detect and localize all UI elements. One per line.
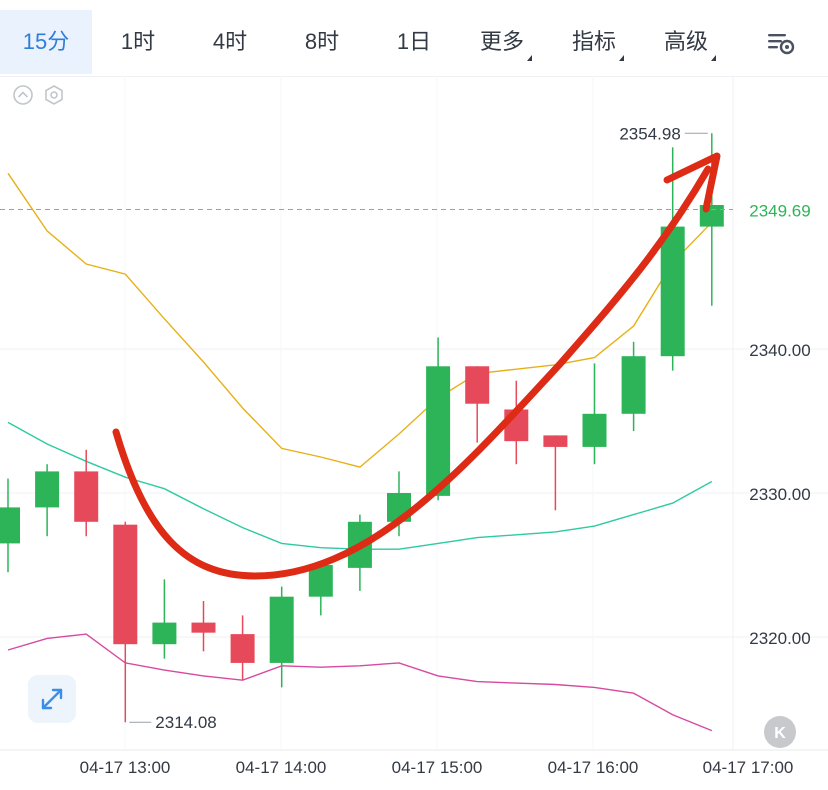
y-tick-label: 2340.00 bbox=[749, 341, 810, 360]
current-price-tag-bg bbox=[736, 194, 824, 225]
candle-body bbox=[308, 565, 333, 597]
candle[interactable] bbox=[0, 478, 20, 573]
candle[interactable] bbox=[543, 435, 568, 511]
expand-arrows-icon bbox=[41, 688, 63, 710]
candle[interactable] bbox=[621, 341, 646, 432]
candle[interactable] bbox=[269, 586, 294, 688]
x-tick-label: 04-17 17:00 bbox=[703, 758, 794, 777]
x-tick-label: 04-17 16:00 bbox=[548, 758, 639, 777]
candle-body bbox=[621, 356, 646, 414]
dropdown-caret-icon bbox=[619, 55, 624, 61]
timeframe-tab-label: 15分 bbox=[22, 29, 70, 54]
timeframe-tab-label: 8时 bbox=[304, 29, 340, 54]
chart-settings-button[interactable] bbox=[764, 26, 798, 60]
indicator-mini-icons bbox=[12, 84, 72, 106]
x-tick-label: 04-17 15:00 bbox=[392, 758, 483, 777]
candle-body bbox=[660, 226, 685, 357]
candle-body bbox=[113, 524, 138, 645]
timeframe-tab[interactable]: 高级 bbox=[644, 10, 736, 74]
candle[interactable] bbox=[74, 449, 99, 537]
x-tick-label: 04-17 13:00 bbox=[80, 758, 171, 777]
candle-body bbox=[543, 435, 568, 447]
timeframe-toolbar: 15分 1时 4时 8时 1日 更多 指标 高级 bbox=[0, 0, 828, 77]
timeframe-tab[interactable]: 1日 bbox=[368, 10, 460, 74]
candle-body bbox=[35, 471, 60, 508]
trend-arrow-annotation bbox=[112, 152, 721, 580]
current-price-label: 2349.69 bbox=[749, 201, 810, 220]
min-price-label: 2314.08 bbox=[155, 713, 216, 732]
timeframe-tab[interactable]: 1时 bbox=[92, 10, 184, 74]
candle[interactable] bbox=[152, 579, 177, 659]
candle-body bbox=[230, 634, 255, 663]
candle-body bbox=[0, 507, 20, 544]
candle-body bbox=[152, 622, 177, 645]
timeframe-tab[interactable]: 4时 bbox=[184, 10, 276, 74]
timeframe-tab[interactable]: 8时 bbox=[276, 10, 368, 74]
candle-body bbox=[582, 413, 607, 447]
timeframe-tab-label: 1时 bbox=[120, 29, 156, 54]
candle[interactable] bbox=[113, 521, 138, 723]
candle[interactable] bbox=[582, 363, 607, 465]
x-tick-label: 04-17 14:00 bbox=[236, 758, 327, 777]
timeframe-tab[interactable]: 15分 bbox=[0, 10, 92, 74]
candle[interactable] bbox=[465, 366, 490, 443]
candle-body bbox=[426, 366, 451, 496]
candle[interactable] bbox=[230, 615, 255, 681]
max-price-label: 2354.98 bbox=[619, 124, 680, 143]
y-tick-label: 2320.00 bbox=[749, 629, 810, 648]
indicator-line-1 bbox=[7, 172, 713, 468]
fullscreen-button[interactable] bbox=[28, 675, 76, 723]
candle-body bbox=[269, 596, 294, 663]
candle[interactable] bbox=[35, 464, 60, 537]
y-tick-label: 2330.00 bbox=[749, 485, 810, 504]
indicator-line-3 bbox=[7, 633, 713, 732]
timeframe-tab-label: 1日 bbox=[396, 29, 432, 54]
timeframe-tab[interactable]: 指标 bbox=[552, 10, 644, 74]
chart-settings-icon bbox=[768, 34, 795, 55]
collapse-icon[interactable] bbox=[13, 85, 33, 105]
timeframe-tab-label: 4时 bbox=[212, 29, 248, 54]
candle[interactable] bbox=[191, 601, 216, 652]
timeframe-tab-label: 更多 bbox=[479, 29, 524, 54]
candle-body bbox=[465, 366, 490, 404]
candle[interactable] bbox=[660, 147, 685, 371]
kline-toggle-button[interactable]: K bbox=[764, 716, 796, 748]
dropdown-caret-icon bbox=[711, 55, 716, 61]
candle-body bbox=[74, 471, 99, 522]
kline-toggle-label: K bbox=[774, 725, 786, 742]
indicator-settings-icon[interactable] bbox=[45, 85, 63, 105]
candle[interactable] bbox=[308, 565, 333, 616]
dropdown-caret-icon bbox=[527, 55, 532, 61]
candlestick-chart: 2349.69 2354.98 2314.08 2340.00 2330.00 2320… bbox=[0, 76, 828, 777]
candle-body bbox=[191, 622, 216, 633]
timeframe-tab-label: 高级 bbox=[663, 29, 708, 54]
candle[interactable] bbox=[426, 337, 451, 501]
timeframe-tab[interactable]: 更多 bbox=[460, 10, 552, 74]
timeframe-tab-label: 指标 bbox=[571, 29, 616, 54]
